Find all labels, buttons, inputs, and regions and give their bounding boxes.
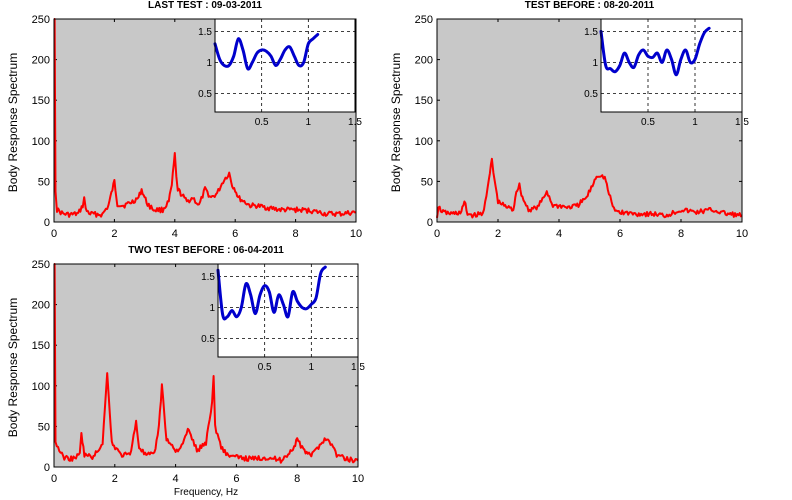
y-tick-label: 200	[415, 55, 433, 67]
inset-x-tick-label: 1.5	[735, 117, 749, 128]
inset-chart: 0.5 1 1.5 0.5 1 1.5	[584, 18, 749, 128]
y-tick-label: 50	[421, 176, 433, 188]
inset-y-tick-label: 1	[209, 303, 215, 314]
y-tick-label: 100	[415, 136, 433, 148]
inset-y-tick-label: 1.5	[201, 272, 215, 283]
y-tick-label: 150	[32, 95, 50, 107]
x-tick-label: 10	[736, 228, 748, 240]
y-tick-label: 250	[415, 14, 433, 26]
plot-frame	[436, 18, 743, 223]
x-tick-label: 6	[233, 473, 239, 485]
y-tick-label: 100	[32, 136, 50, 148]
inset-line	[216, 265, 327, 321]
x-tick-label: 0	[51, 473, 57, 485]
x-tick-label: 0	[51, 228, 57, 240]
x-tick-label: 0	[434, 228, 440, 240]
y-axis-label: Body Response Spectrum	[6, 298, 20, 437]
inset-background	[215, 19, 355, 112]
y-tick-label: 0	[427, 217, 433, 229]
inset-x-tick-label: 1	[306, 117, 312, 128]
inset-line	[213, 33, 320, 71]
y-tick-label: 250	[32, 14, 50, 26]
plot-frame	[53, 18, 357, 223]
inset-x-tick-label: 1	[309, 362, 315, 373]
chart-title: TEST BEFORE : 08-20-2011	[525, 0, 655, 11]
inset-y-tick-label: 1.5	[584, 27, 598, 38]
inset-line	[599, 26, 711, 77]
x-tick-label: 2	[111, 228, 117, 240]
x-tick-label: 10	[350, 228, 362, 240]
x-tick-label: 6	[617, 228, 623, 240]
inset-x-tick-label: 0.5	[258, 362, 272, 373]
inset-y-tick-label: 0.5	[198, 89, 212, 100]
y-axis-label: Body Response Spectrum	[389, 53, 403, 192]
inset-y-tick-label: 1	[592, 58, 598, 69]
y-tick-label: 0	[44, 217, 50, 229]
y-tick-label: 150	[415, 95, 433, 107]
inset-background	[601, 19, 742, 112]
inset-x-tick-label: 1.5	[348, 117, 362, 128]
x-tick-label: 2	[112, 473, 118, 485]
x-tick-label: 10	[352, 473, 364, 485]
y-tick-label: 200	[32, 300, 50, 312]
chart-title: LAST TEST : 09-03-2011	[148, 0, 262, 11]
y-tick-label: 0	[44, 462, 50, 474]
inset-x-tick-label: 1.5	[351, 362, 365, 373]
chart-title: TWO TEST BEFORE : 06-04-2011	[128, 245, 284, 256]
x-tick-label: 4	[556, 228, 562, 240]
x-tick-label: 2	[495, 228, 501, 240]
y-tick-label: 150	[32, 340, 50, 352]
inset-y-tick-label: 1	[206, 58, 212, 69]
inset-frame	[600, 18, 743, 113]
x-tick-label: 4	[172, 228, 178, 240]
inset-chart: 0.5 1 1.5 0.5 1 1.5	[198, 18, 362, 128]
x-tick-label: 4	[173, 473, 179, 485]
inset-chart: 0.5 1 1.5 0.5 1 1.5	[201, 263, 365, 373]
spectrum-line	[53, 18, 357, 218]
inset-y-tick-label: 0.5	[201, 334, 215, 345]
x-tick-label: 8	[294, 473, 300, 485]
spectrum-line	[436, 157, 743, 219]
y-tick-label: 50	[38, 421, 50, 433]
inset-x-tick-label: 1	[692, 117, 698, 128]
y-tick-label: 250	[32, 259, 50, 271]
x-tick-label: 8	[293, 228, 299, 240]
inset-x-tick-label: 0.5	[255, 117, 269, 128]
y-tick-label: 50	[38, 176, 50, 188]
x-tick-label: 8	[678, 228, 684, 240]
inset-x-tick-label: 0.5	[641, 117, 655, 128]
x-axis-label: Frequency, Hz	[174, 487, 238, 498]
inset-frame	[214, 18, 356, 113]
spectrum-line	[53, 263, 359, 464]
y-tick-label: 200	[32, 55, 50, 67]
plot-frame	[53, 263, 359, 468]
inset-frame	[217, 263, 359, 358]
inset-y-tick-label: 1.5	[198, 27, 212, 38]
inset-y-tick-label: 0.5	[584, 89, 598, 100]
x-tick-label: 6	[232, 228, 238, 240]
y-axis-label: Body Response Spectrum	[6, 53, 20, 192]
y-tick-label: 100	[32, 381, 50, 393]
